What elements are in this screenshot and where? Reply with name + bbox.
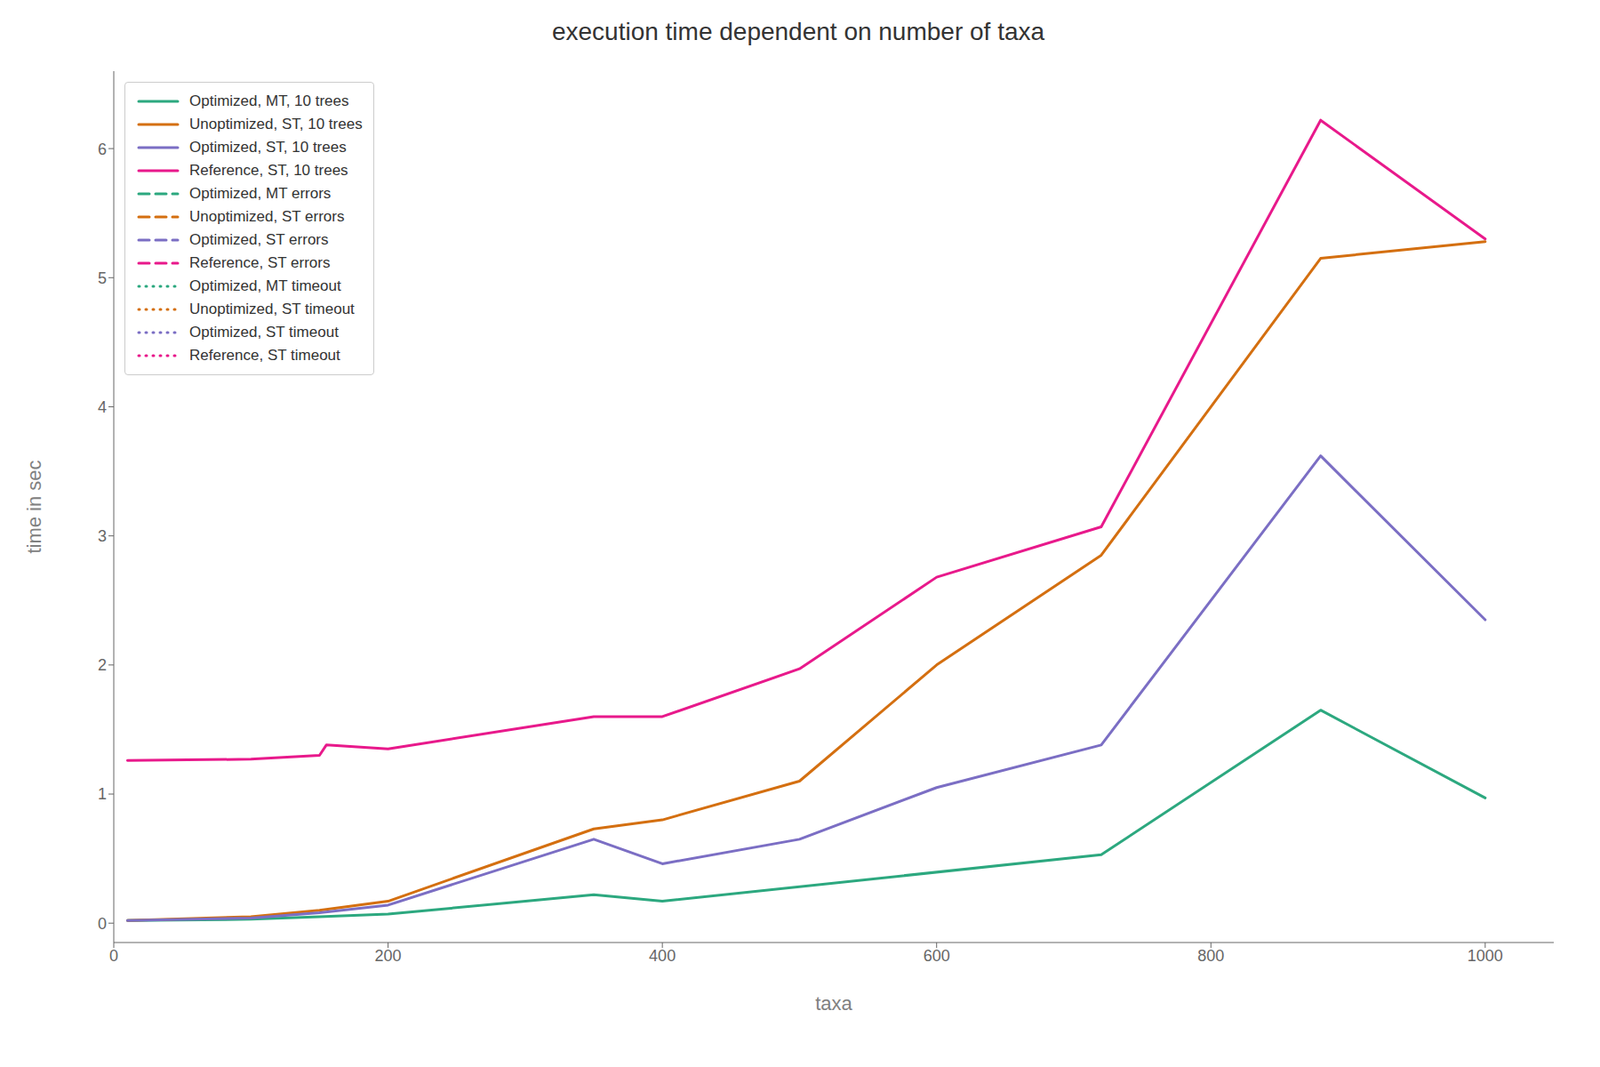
svg-text:6: 6 — [97, 140, 107, 159]
html-text:Optimized, ST timeout: Optimized, ST timeout — [189, 323, 339, 341]
html-text:Optimized, MT errors: Optimized, MT errors — [189, 184, 331, 202]
svg-text:200: 200 — [375, 946, 402, 965]
html-text:Reference, ST timeout: Reference, ST timeout — [189, 346, 341, 364]
html-text:execution time dependent on nu: execution time dependent on number of ta… — [551, 17, 1045, 46]
html-text:Unoptimized, ST timeout: Unoptimized, ST timeout — [189, 300, 355, 318]
svg-text:400: 400 — [648, 946, 676, 965]
html-text:Reference, ST errors: Reference, ST errors — [189, 254, 331, 272]
html-text:Unoptimized, ST, 10 trees: Unoptimized, ST, 10 trees — [189, 115, 363, 133]
svg-text:time in sec: time in sec — [23, 459, 46, 553]
html-text:Optimized, MT, 10 trees: Optimized, MT, 10 trees — [189, 92, 349, 110]
svg-text:0: 0 — [109, 946, 119, 965]
html-text:Unoptimized, ST errors: Unoptimized, ST errors — [189, 208, 345, 225]
html-text:Optimized, ST errors: Optimized, ST errors — [189, 231, 329, 248]
svg-text:2: 2 — [97, 656, 107, 674]
html-text:Optimized, ST, 10 trees: Optimized, ST, 10 trees — [189, 138, 347, 156]
svg-text:800: 800 — [1197, 946, 1224, 965]
svg-text:1: 1 — [97, 784, 107, 803]
svg-text:5: 5 — [97, 269, 107, 288]
svg-text:4: 4 — [97, 398, 107, 416]
svg-text:600: 600 — [923, 946, 951, 965]
html-text:Reference, ST, 10 trees: Reference, ST, 10 trees — [189, 161, 349, 179]
svg-text:taxa: taxa — [815, 992, 853, 1015]
svg-text:0: 0 — [97, 914, 107, 933]
svg-text:1000: 1000 — [1467, 946, 1504, 965]
svg-text:3: 3 — [97, 527, 107, 545]
html-text:Optimized, MT timeout: Optimized, MT timeout — [189, 277, 342, 295]
